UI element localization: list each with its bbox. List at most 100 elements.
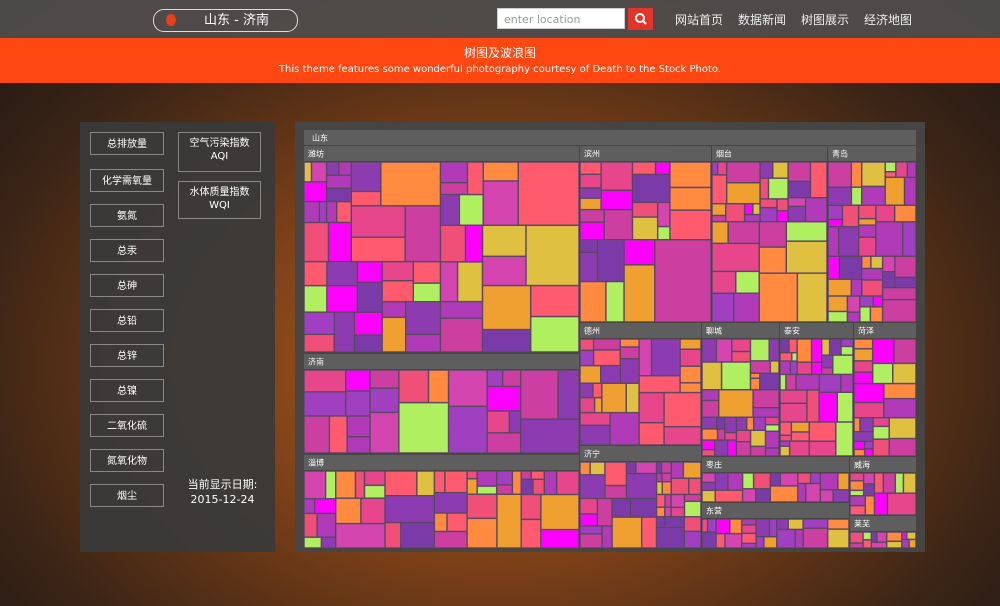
treemap-cell: [680, 349, 701, 366]
treemap-cell: [448, 370, 487, 407]
treemap-cell: [850, 490, 864, 496]
indicator-button[interactable]: 总汞: [90, 239, 164, 262]
nav-link[interactable]: 数据新闻: [738, 13, 787, 27]
treemap-cell: [889, 438, 916, 456]
treemap-cell: [580, 462, 590, 475]
treemap-cell: [803, 519, 828, 528]
indicator-button[interactable]: 二氧化硫: [90, 414, 164, 437]
treemap-cell: [810, 162, 827, 198]
treemap-cell: [862, 280, 883, 296]
treemap-cell: [726, 204, 745, 222]
region-header: [712, 146, 827, 161]
treemap-cell: [590, 462, 605, 475]
treemap-cell: [780, 422, 792, 435]
treemap-cell: [858, 218, 876, 225]
treemap-cell: [828, 219, 843, 227]
treemap-cell: [314, 499, 336, 514]
treemap-cell: [858, 237, 876, 256]
indicator-button[interactable]: 总锌: [90, 344, 164, 367]
treemap-cell: [819, 392, 838, 422]
treemap-cell: [326, 175, 351, 188]
region-label: 枣庄: [706, 460, 722, 470]
treemap-cell: [765, 417, 779, 425]
treemap-cell: [882, 256, 895, 272]
treemap-cell: [759, 221, 787, 247]
index-button[interactable]: 空气污染指数 AQI: [178, 132, 261, 172]
treemap-cell: [893, 363, 916, 384]
treemap-cell: [354, 312, 382, 335]
index-button[interactable]: 水体质量指数 WQI: [178, 181, 261, 219]
treemap-cell: [789, 339, 797, 353]
treemap-cell: [382, 317, 406, 352]
treemap-cell: [601, 162, 633, 190]
indicator-button[interactable]: 氮氧化物: [90, 449, 164, 472]
treemap-cell: [664, 392, 701, 427]
treemap-cell: [665, 507, 671, 517]
treemap-cell: [364, 471, 385, 486]
treemap-cell: [874, 473, 884, 493]
treemap-cell: [684, 501, 701, 517]
treemap-cell: [886, 532, 902, 542]
treemap-cell: [882, 271, 895, 288]
search-icon: [635, 13, 647, 25]
nav-link[interactable]: 网站首页: [675, 13, 724, 27]
region-header: [304, 146, 579, 161]
treemap-cell: [605, 462, 627, 486]
treemap-cell: [413, 261, 441, 283]
treemap-cell: [326, 201, 337, 223]
search-button[interactable]: [628, 8, 653, 30]
treemap-cell: [606, 281, 624, 322]
treemap-cell: [632, 217, 658, 240]
treemap-cell: [885, 177, 905, 205]
treemap-cell: [734, 293, 759, 322]
treemap-cell: [304, 499, 315, 514]
treemap-cell: [760, 373, 779, 390]
indicator-button[interactable]: 总铅: [90, 309, 164, 332]
treemap-cell: [872, 363, 893, 384]
treemap-cell: [385, 522, 401, 548]
treemap-cell: [351, 237, 405, 262]
search-input[interactable]: enter location: [497, 8, 625, 29]
treemap-cell: [304, 392, 346, 416]
treemap-cell: [821, 368, 833, 375]
indicator-button[interactable]: 总排放量: [90, 132, 164, 155]
treemap-cell: [744, 214, 760, 222]
nav-link[interactable]: 经济地图: [864, 13, 913, 27]
treemap-cell: [902, 222, 916, 256]
indicator-button[interactable]: 总砷: [90, 274, 164, 297]
treemap-cell: [702, 429, 718, 440]
treemap-cell: [860, 417, 873, 432]
nav-link[interactable]: 树图展示: [801, 13, 850, 27]
root-label: 山东: [312, 133, 328, 143]
treemap-cell: [526, 225, 579, 286]
treemap-cell: [317, 513, 336, 537]
indicator-button[interactable]: 化学需氧量: [90, 169, 164, 192]
treemap-cell: [862, 268, 883, 280]
indicator-button[interactable]: 氨氮: [90, 204, 164, 227]
treemap-cell: [788, 197, 806, 207]
treemap-cell: [791, 422, 809, 432]
treemap-cell: [406, 334, 441, 352]
treemap-cell: [744, 204, 753, 215]
treemap-cell: [656, 494, 665, 507]
treemap-cell: [440, 225, 466, 262]
brand[interactable]: 山东 - 济南: [153, 9, 298, 32]
treemap-cell: [580, 412, 610, 426]
treemap-cell: [440, 318, 483, 352]
treemap-cell: [665, 517, 684, 528]
treemap-cell: [712, 204, 726, 216]
region-header: [304, 354, 579, 369]
treemap-cell: [556, 471, 579, 495]
treemap-cell: [854, 402, 884, 418]
treemap-cell: [334, 312, 355, 352]
treemap-cell: [827, 529, 849, 548]
treemap-cell: [792, 353, 797, 361]
treemap-cell: [680, 383, 701, 393]
indicator-button[interactable]: 总镍: [90, 379, 164, 402]
treemap-cell: [689, 478, 701, 495]
treemap-cell: [656, 462, 662, 473]
treemap-cell: [736, 441, 751, 456]
indicator-button[interactable]: 烟尘: [90, 484, 164, 507]
treemap-cell: [769, 339, 779, 361]
